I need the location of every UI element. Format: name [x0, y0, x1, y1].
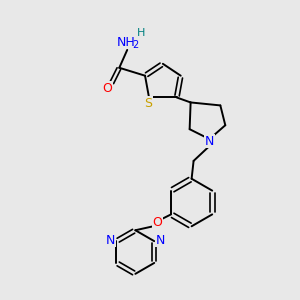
Text: N: N	[205, 135, 214, 148]
Text: S: S	[144, 97, 152, 110]
Text: N: N	[106, 234, 115, 247]
Text: O: O	[103, 82, 112, 95]
Text: N: N	[155, 234, 165, 247]
Text: NH: NH	[117, 35, 136, 49]
Text: 2: 2	[132, 40, 138, 50]
Text: H: H	[137, 28, 145, 38]
Text: O: O	[152, 216, 162, 229]
